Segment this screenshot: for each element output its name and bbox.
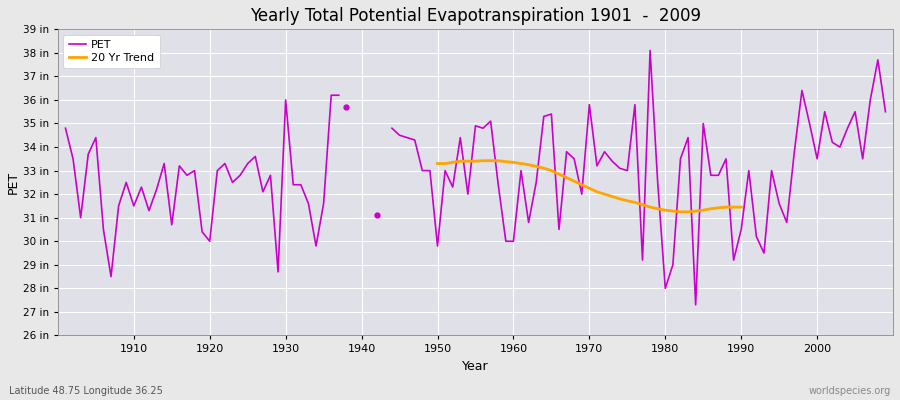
PET [144, 208, 155, 213]
20 Yr Trend [690, 209, 701, 214]
20 Yr Trend [629, 200, 640, 205]
20 Yr Trend [644, 205, 655, 210]
20 Yr Trend [432, 161, 443, 166]
PET [310, 244, 321, 248]
PET [197, 230, 208, 234]
20 Yr Trend [660, 208, 670, 212]
PET [174, 164, 184, 168]
PET [242, 161, 253, 166]
PET [105, 274, 116, 279]
PET [273, 270, 284, 274]
Line: 20 Yr Trend: 20 Yr Trend [437, 161, 742, 212]
20 Yr Trend [538, 166, 549, 171]
20 Yr Trend [584, 186, 595, 191]
PET [250, 154, 261, 159]
20 Yr Trend [622, 198, 633, 203]
20 Yr Trend [463, 159, 473, 164]
Line: PET: PET [66, 95, 338, 276]
PET [83, 152, 94, 156]
20 Yr Trend [470, 159, 481, 164]
PET [90, 135, 101, 140]
20 Yr Trend [554, 172, 564, 176]
PET [151, 187, 162, 192]
20 Yr Trend [698, 208, 708, 212]
PET [129, 204, 140, 208]
20 Yr Trend [652, 206, 663, 211]
20 Yr Trend [668, 209, 679, 214]
PET [204, 239, 215, 244]
PET [189, 168, 200, 173]
20 Yr Trend [485, 158, 496, 163]
PET [303, 201, 314, 206]
20 Yr Trend [736, 205, 747, 210]
PET [227, 180, 238, 185]
Legend: PET, 20 Yr Trend: PET, 20 Yr Trend [63, 35, 160, 68]
20 Yr Trend [615, 196, 626, 201]
PET [333, 93, 344, 98]
Text: Latitude 48.75 Longitude 36.25: Latitude 48.75 Longitude 36.25 [9, 386, 163, 396]
PET [280, 98, 291, 102]
PET [182, 173, 193, 178]
20 Yr Trend [569, 179, 580, 184]
Y-axis label: PET: PET [7, 171, 20, 194]
20 Yr Trend [576, 182, 587, 187]
20 Yr Trend [599, 192, 610, 196]
PET [319, 201, 329, 206]
PET [266, 173, 276, 178]
20 Yr Trend [713, 206, 724, 210]
PET [136, 185, 147, 190]
PET [326, 93, 337, 98]
20 Yr Trend [546, 168, 557, 173]
20 Yr Trend [454, 159, 465, 164]
20 Yr Trend [516, 161, 526, 166]
PET [113, 204, 124, 208]
PET [98, 227, 109, 232]
20 Yr Trend [728, 205, 739, 210]
PET [220, 161, 230, 166]
20 Yr Trend [591, 189, 602, 194]
PET [235, 173, 246, 178]
20 Yr Trend [493, 158, 504, 163]
PET [212, 168, 222, 173]
Title: Yearly Total Potential Evapotranspiration 1901  -  2009: Yearly Total Potential Evapotranspiratio… [250, 7, 701, 25]
20 Yr Trend [478, 158, 489, 163]
20 Yr Trend [523, 162, 534, 167]
20 Yr Trend [706, 206, 716, 211]
20 Yr Trend [562, 175, 572, 180]
20 Yr Trend [607, 194, 617, 199]
20 Yr Trend [637, 202, 648, 207]
PET [76, 215, 86, 220]
20 Yr Trend [531, 164, 542, 169]
20 Yr Trend [447, 160, 458, 165]
X-axis label: Year: Year [463, 360, 489, 373]
20 Yr Trend [683, 210, 694, 214]
PET [158, 161, 169, 166]
PET [60, 126, 71, 131]
20 Yr Trend [675, 210, 686, 214]
PET [257, 189, 268, 194]
20 Yr Trend [721, 205, 732, 210]
20 Yr Trend [440, 161, 451, 166]
PET [295, 182, 306, 187]
Text: worldspecies.org: worldspecies.org [809, 386, 891, 396]
PET [166, 222, 177, 227]
PET [121, 180, 131, 185]
20 Yr Trend [500, 159, 511, 164]
PET [68, 156, 78, 161]
20 Yr Trend [508, 160, 518, 165]
PET [288, 182, 299, 187]
